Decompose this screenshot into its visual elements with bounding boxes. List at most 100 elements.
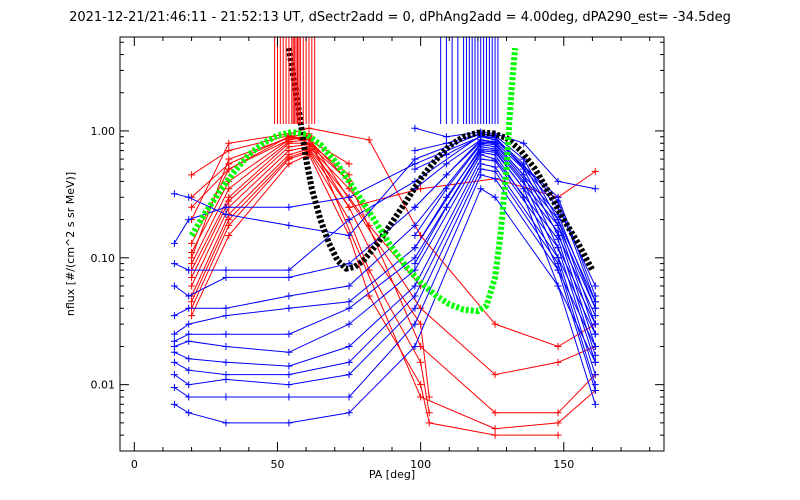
blue-point <box>345 298 353 306</box>
blue-point <box>591 312 599 320</box>
data-layer <box>170 37 599 439</box>
blue-point <box>285 393 293 401</box>
blue-point <box>554 244 562 252</box>
blue-point <box>411 221 419 229</box>
blue-point <box>285 362 293 370</box>
blue-point <box>222 203 230 211</box>
red-series-9 <box>191 154 559 436</box>
blue-point <box>411 124 419 132</box>
blue-point <box>491 175 499 183</box>
blue-point <box>345 304 353 312</box>
x-tick-label: 100 <box>410 458 431 471</box>
blue-point <box>442 203 450 211</box>
red-point <box>285 160 293 168</box>
blue-point <box>170 330 178 338</box>
blue-point <box>222 358 230 366</box>
blue-point <box>285 266 293 274</box>
blue-point <box>345 320 353 328</box>
red-series-13 <box>191 136 596 376</box>
red-point <box>345 203 353 211</box>
blue-point <box>185 320 193 328</box>
blue-point <box>520 139 528 147</box>
red-point <box>225 231 233 239</box>
blue-point <box>411 147 419 155</box>
blue-point <box>170 371 178 379</box>
blue-point <box>591 330 599 338</box>
blue-point <box>285 371 293 379</box>
blue-point <box>554 231 562 239</box>
blue-point <box>285 221 293 229</box>
red-point <box>188 298 196 306</box>
red-point <box>305 151 313 159</box>
blue-point <box>591 320 599 328</box>
blue-point <box>591 282 599 290</box>
blue-point <box>345 409 353 417</box>
blue-point <box>442 160 450 168</box>
red-point <box>491 371 499 379</box>
red-point <box>425 419 433 427</box>
blue-point <box>185 381 193 389</box>
blue-point <box>442 171 450 179</box>
red-point <box>225 185 233 193</box>
blue-point <box>591 371 599 379</box>
blue-point <box>591 342 599 350</box>
blue-point <box>185 216 193 224</box>
blue-point <box>491 193 499 201</box>
blue-point <box>477 171 485 179</box>
blue-point <box>222 419 230 427</box>
red-point <box>188 239 196 247</box>
blue-point <box>520 185 528 193</box>
blue-series-27 <box>174 188 596 424</box>
blue-point <box>345 282 353 290</box>
blue-point <box>185 266 193 274</box>
blue-point <box>442 193 450 201</box>
blue-point <box>411 282 419 290</box>
blue-series-15 <box>174 133 596 287</box>
axes-layer: 0 50 100 150 0.01 0.10 1.00 <box>91 37 664 471</box>
blue-point <box>411 231 419 239</box>
red-point <box>554 342 562 350</box>
red-point <box>225 221 233 229</box>
red-series-1 <box>191 136 310 253</box>
blue-point <box>345 371 353 379</box>
blue-point <box>591 358 599 366</box>
red-point <box>417 393 425 401</box>
blue-point <box>345 231 353 239</box>
blue-point <box>222 304 230 312</box>
blue-point <box>345 260 353 268</box>
blue-point <box>491 157 499 165</box>
blue-point <box>285 348 293 356</box>
blue-point <box>222 312 230 320</box>
blue-point <box>170 358 178 366</box>
red-point <box>225 197 233 205</box>
blue-point <box>554 282 562 290</box>
blue-point <box>345 216 353 224</box>
blue-point <box>554 177 562 185</box>
blue-point <box>170 260 178 268</box>
blue-point <box>411 304 419 312</box>
red-point <box>188 171 196 179</box>
red-point <box>305 124 313 132</box>
blue-point <box>477 148 485 156</box>
red-point <box>491 431 499 439</box>
red-point <box>225 165 233 173</box>
blue-point <box>411 165 419 173</box>
blue-point <box>411 244 419 252</box>
blue-point <box>170 348 178 356</box>
blue-point <box>345 393 353 401</box>
blue-point <box>185 292 193 300</box>
red-point <box>591 167 599 175</box>
blue-point <box>170 282 178 290</box>
blue-point <box>591 400 599 408</box>
red-point <box>345 160 353 168</box>
x-tick-label: 150 <box>553 458 574 471</box>
x-tick-label: 0 <box>131 458 138 471</box>
blue-point <box>185 409 193 417</box>
red-series-5 <box>191 146 370 287</box>
blue-point <box>185 393 193 401</box>
blue-point <box>554 266 562 274</box>
x-axis-label: PA [deg] <box>369 468 415 481</box>
blue-point <box>554 254 562 262</box>
red-point <box>554 409 562 417</box>
